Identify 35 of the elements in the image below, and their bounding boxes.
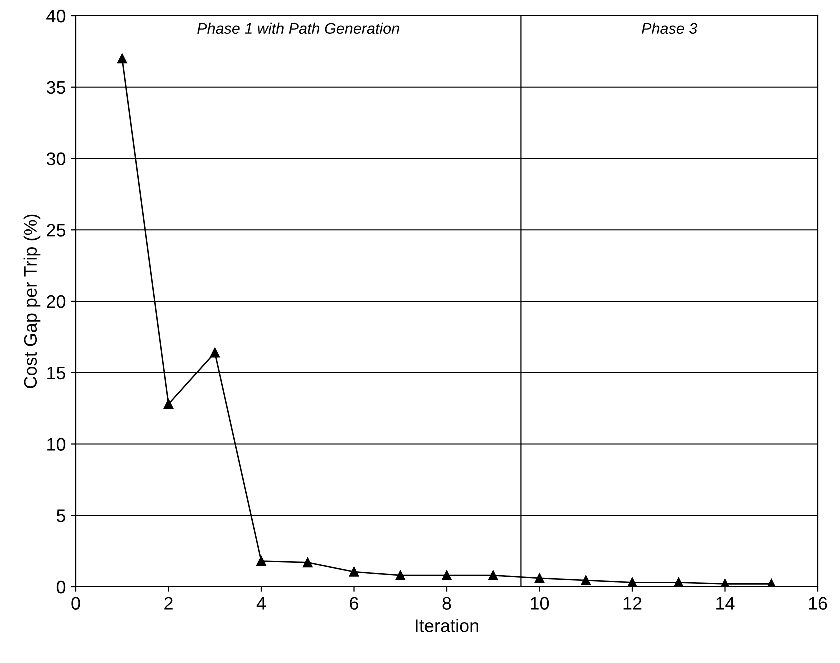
point xyxy=(674,578,684,587)
y-tick-label: 40 xyxy=(46,10,66,23)
y-tick-label: 30 xyxy=(46,152,66,166)
point xyxy=(256,556,266,566)
y-tick-label: 20 xyxy=(47,295,66,308)
x-tick-label: 8 xyxy=(442,597,452,610)
annotation: Phase 1 with Path Generation xyxy=(198,22,400,34)
x-tick-label: 2 xyxy=(164,597,173,610)
point xyxy=(442,570,452,580)
point xyxy=(488,570,498,580)
x-axis-title: Iteration xyxy=(416,619,478,632)
y-tick-label: 15 xyxy=(48,366,66,380)
point xyxy=(349,567,360,577)
y-tick-label: 5 xyxy=(56,510,66,522)
y-tick-label: 25 xyxy=(47,224,66,237)
point xyxy=(210,348,220,358)
x-tick-label: 16 xyxy=(809,597,828,610)
x-tick-label: 14 xyxy=(716,597,735,610)
x-tick-label: 6 xyxy=(350,597,358,610)
x-tick-label: 0 xyxy=(72,597,80,610)
point xyxy=(581,576,591,586)
y-tick-label: 10 xyxy=(48,438,66,451)
point xyxy=(396,570,406,580)
x-tick-label: 10 xyxy=(531,597,550,610)
y-axis-title: Cost Gap per Trip (%) xyxy=(24,214,41,388)
point xyxy=(164,399,174,410)
y-tick-label: 35 xyxy=(46,81,66,94)
point xyxy=(628,578,638,587)
point xyxy=(303,558,313,568)
x-tick-label: 12 xyxy=(624,597,642,610)
point xyxy=(534,574,545,584)
x-tick-label: 4 xyxy=(256,597,266,610)
point xyxy=(118,54,128,64)
annotation: Phase 3 xyxy=(642,22,698,34)
y-tick-label: 0 xyxy=(56,580,66,594)
